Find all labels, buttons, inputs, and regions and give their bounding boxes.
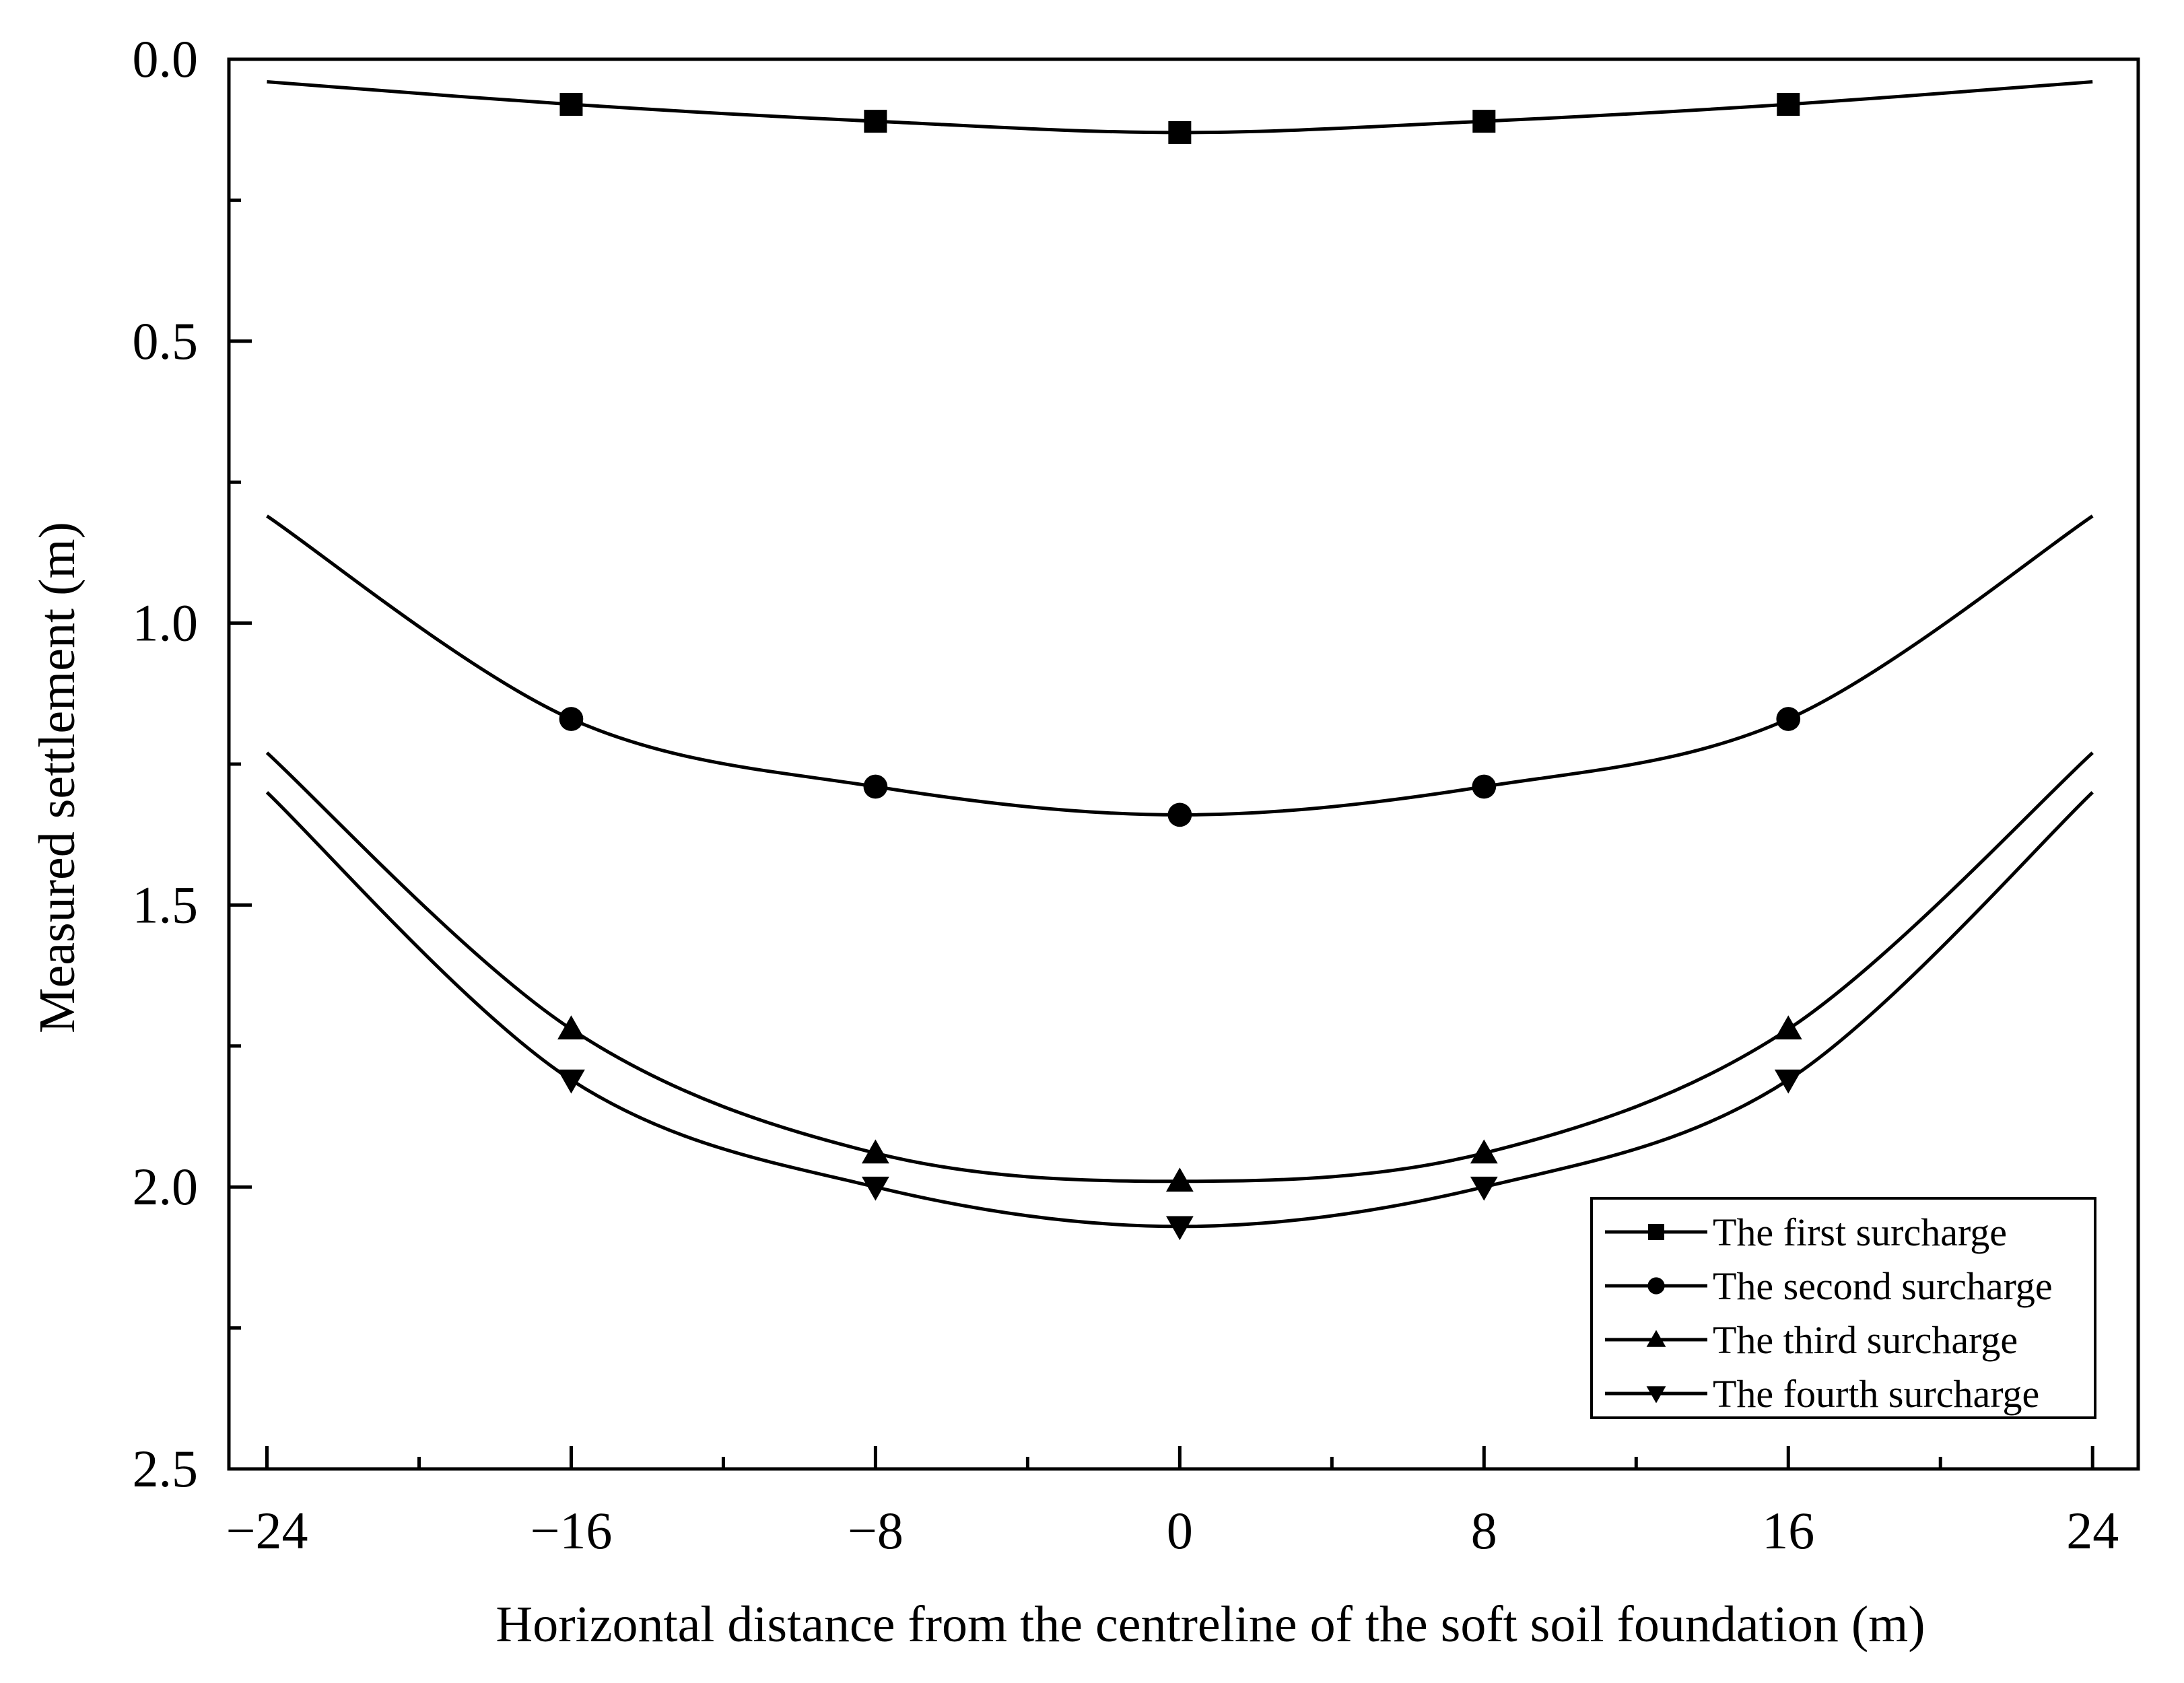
x-axis-tick-labels: −24 −16 −8 0 8 16 24 [226,1501,2119,1560]
data-point-series-1 [1472,110,1496,133]
legend: The first surcharge The second surcharge T… [1590,1197,2096,1419]
data-point-series-4 [1470,1176,1498,1201]
y-axis-ticks [229,57,252,1471]
y-axis-title: Measured settlement (m) [29,522,86,1033]
legend-marker-2 [1647,1277,1665,1295]
data-point-series-1 [559,93,583,116]
series-markers [557,93,1802,1241]
x-tick-label: 8 [1471,1501,1497,1560]
data-point-series-1 [1777,93,1800,116]
legend-label-1: The first surcharge [1713,1210,2007,1254]
x-tick-label: 24 [2066,1501,2119,1560]
x-tick-label: 0 [1167,1501,1193,1560]
x-tick-label: −8 [848,1501,903,1560]
legend-marker-1 [1648,1224,1664,1240]
data-point-series-3 [861,1139,889,1164]
data-point-series-2 [559,707,584,731]
data-point-series-4 [557,1069,585,1094]
data-point-series-1 [864,110,887,133]
data-point-series-4 [1774,1069,1802,1094]
series-curves [265,80,2094,1229]
legend-label-3: The third surcharge [1713,1318,2018,1362]
y-tick-label: 1.0 [133,594,199,652]
legend-label-2: The second surcharge [1713,1264,2053,1308]
data-point-series-3 [1165,1167,1194,1192]
data-point-series-3 [1470,1139,1498,1164]
y-tick-label: 2.5 [133,1439,199,1498]
y-tick-label: 0.5 [133,312,199,370]
data-point-series-3 [557,1015,585,1039]
data-point-series-2 [1472,774,1497,799]
series-line-2 [266,514,2094,817]
legend-marker-4 [1646,1386,1666,1404]
y-tick-label: 1.5 [133,875,199,934]
y-axis-tick-labels: 0.0 0.5 1.0 1.5 2.0 2.5 [133,30,199,1498]
x-axis-title: Horizontal distance from the centreline … [496,1596,1925,1653]
data-point-series-2 [1167,802,1192,827]
x-tick-label: −16 [530,1501,612,1560]
x-axis-ticks [265,1446,2094,1469]
data-point-series-4 [1165,1216,1194,1241]
legend-marker-3 [1646,1330,1666,1347]
data-point-series-2 [863,774,888,799]
x-tick-label: −24 [226,1501,308,1560]
data-point-series-1 [1168,121,1192,144]
legend-label-4: The fourth surcharge [1713,1372,2039,1416]
legend-box [1590,1197,2096,1419]
data-point-series-4 [861,1176,889,1201]
y-tick-label: 0.0 [133,30,199,88]
y-tick-label: 2.0 [133,1157,199,1216]
data-point-series-3 [1774,1015,1802,1039]
data-point-series-2 [1776,707,1801,731]
x-tick-label: 16 [1762,1501,1814,1560]
